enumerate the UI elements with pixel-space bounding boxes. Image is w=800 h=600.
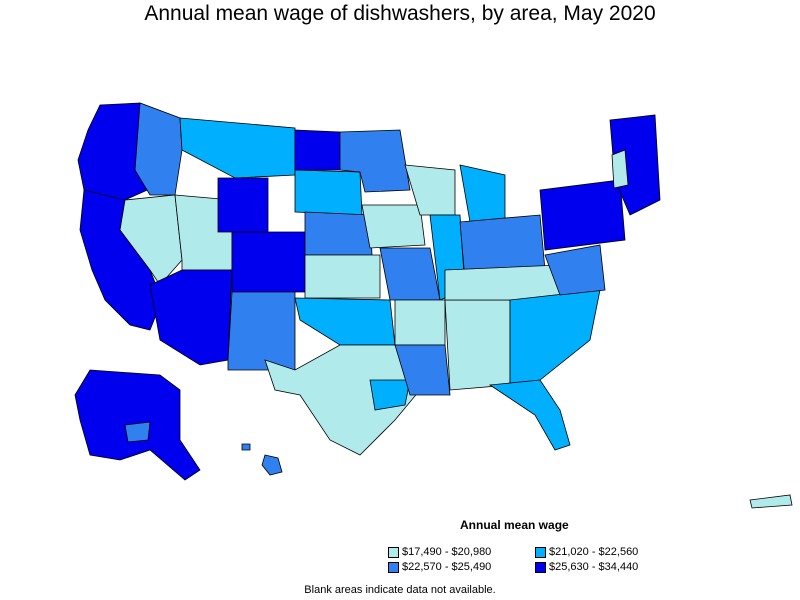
- region-montana: [179, 117, 296, 179]
- legend-item-tier2: $21,020 - $22,560: [535, 546, 638, 558]
- legend-label-tier3: $22,570 - $25,490: [402, 561, 492, 573]
- region-arizona: [149, 269, 233, 366]
- legend-label-tier4: $25,630 - $34,440: [549, 561, 639, 573]
- region-louisiana: [394, 344, 451, 396]
- region-florida: [488, 379, 571, 451]
- region-michigan: [459, 164, 506, 223]
- legend-label-tier2: $21,020 - $22,560: [549, 546, 639, 558]
- region-colorado: [231, 231, 306, 293]
- legend-label-tier1: $17,490 - $20,980: [402, 546, 492, 558]
- legend-swatch-tier4: [535, 561, 546, 573]
- region-mississippi-alabama: [444, 299, 511, 391]
- region-pennsylvania-ny: [539, 179, 626, 251]
- legend-swatch-tier1: [388, 546, 399, 558]
- region-houston: [369, 379, 411, 411]
- region-tennessee-kentucky: [444, 264, 561, 301]
- region-new-mexico: [227, 291, 296, 371]
- region-iowa: [361, 204, 426, 249]
- legend-title: Annual mean wage: [460, 518, 569, 532]
- legend-item-tier3: $22,570 - $25,490: [388, 561, 491, 573]
- region-arkansas: [394, 299, 446, 346]
- region-virginia: [544, 244, 606, 296]
- region-texas: [264, 344, 421, 456]
- region-puerto-rico: [749, 494, 793, 509]
- legend-item-tier1: $17,490 - $20,980: [388, 546, 491, 558]
- legend-swatch-tier3: [388, 561, 399, 573]
- region-new-hampshire: [611, 149, 629, 189]
- region-minnesota: [339, 129, 411, 193]
- region-nebraska: [304, 211, 373, 256]
- region-south-dakota: [294, 169, 363, 216]
- region-hawaii: [261, 454, 283, 476]
- region-kansas: [304, 254, 381, 299]
- region-idaho: [134, 102, 183, 196]
- region-alaska-southcentral: [124, 421, 151, 443]
- map-title: Annual mean wage of dishwashers, by area…: [144, 2, 656, 25]
- legend-swatch-tier2: [535, 546, 546, 558]
- region-wyoming: [217, 177, 269, 233]
- region-hawaii-oahu: [241, 443, 251, 451]
- legend-item-tier4: $25,630 - $34,440: [535, 561, 638, 573]
- region-north-dakota: [294, 129, 341, 171]
- region-oklahoma: [294, 297, 396, 346]
- footnote: Blank areas indicate data not available.: [304, 584, 496, 596]
- region-georgia-carolinas: [509, 289, 601, 386]
- region-missouri: [379, 247, 441, 301]
